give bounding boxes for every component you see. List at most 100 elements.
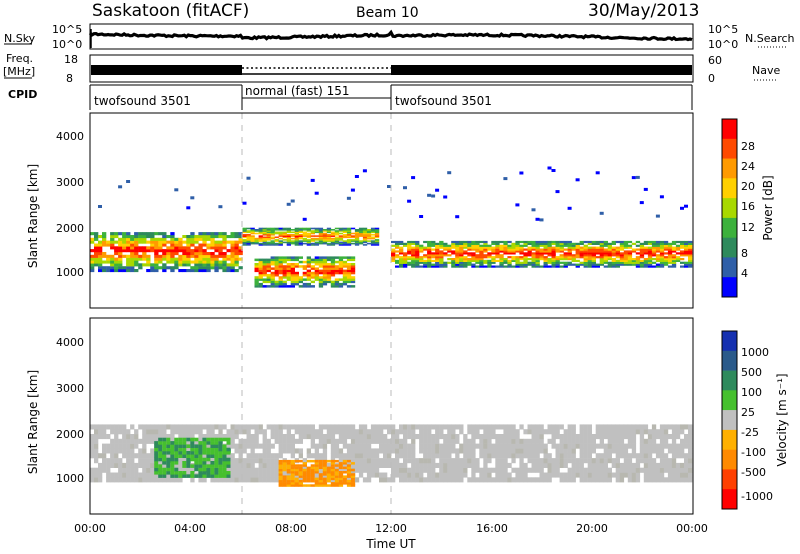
velocity-cell [507,453,512,459]
power-cell [182,252,187,256]
velocity-cell [174,424,179,430]
power-cell [607,258,612,261]
freq-frame [89,54,694,83]
power-cell [322,232,328,235]
velocity-cell [178,434,183,440]
power-cell [567,250,572,253]
power-cell [587,240,592,244]
power-cell [278,263,283,266]
velocity-cell [651,458,657,464]
power-cell [507,250,512,253]
velocity-cell [330,482,336,485]
velocity-cell [479,467,484,473]
power-cell [415,261,420,264]
velocity-cell [567,424,572,430]
power-cell [354,239,360,241]
velocity-cell [214,441,219,445]
velocity-cell [523,472,528,478]
velocity-cell [599,434,604,440]
velocity-cell [567,453,572,459]
power-cell [627,259,633,262]
power-cell [322,280,328,284]
power-cell [230,243,235,247]
power-cell [274,258,279,262]
power-cell [170,266,175,270]
velocity-cell [330,429,336,435]
velocity-cell [684,424,689,430]
velocity-cell [451,443,456,449]
power-cell [411,258,416,261]
power-cell [563,263,568,266]
velocity-cell [290,424,295,430]
velocity-cell [250,458,255,464]
velocity-cell [146,458,151,464]
power-colorbar-swatch [722,158,737,179]
velocity-cell [431,438,436,444]
velocity-echo-data [90,424,693,487]
power-cell [270,241,275,244]
velocity-cell [435,448,440,454]
power-cell [314,242,319,245]
power-cell [150,246,155,250]
velocity-cell [278,482,283,485]
velocity-cell [535,453,540,459]
power-cell [318,227,324,230]
velocity-cell [419,438,424,444]
power-cell [210,257,215,261]
velocity-cell [222,467,227,472]
power-cell [688,256,693,259]
power-cell [515,263,520,266]
power-cell [479,258,484,261]
velocity-cell [330,468,336,472]
velocity-cell [688,448,693,454]
power-cell [555,259,560,262]
cpid-label: CPID [8,88,37,101]
velocity-cell [411,462,416,468]
power-cell [671,256,677,259]
power-cell [286,271,291,275]
power-cell [322,229,328,231]
power-cell [395,240,400,244]
velocity-cell [583,472,588,478]
power-cell [583,259,588,262]
velocity-cell [655,443,661,449]
velocity-cell [455,462,460,468]
velocity-cell [455,458,460,464]
velocity-cell [262,467,267,473]
power-cell [443,254,448,257]
power-cell [471,263,476,266]
power-cell [547,166,552,170]
velocity-cell [210,424,215,430]
power-cell [684,204,688,208]
power-cell [234,269,239,273]
power-cell [547,250,552,253]
xtick-1600: 16:00 [476,522,508,535]
power-cell [290,241,295,244]
power-cell [471,259,476,262]
velocity-cell [210,471,215,475]
power-cell [539,240,544,244]
power-cell [202,269,207,273]
power-cell [603,265,608,268]
power-cell [647,258,653,261]
velocity-cell [358,438,364,444]
velocity-cell [443,438,448,444]
velocity-cell [270,467,275,473]
power-cell [314,260,319,264]
power-cell [266,239,271,241]
velocity-cell [350,473,356,476]
velocity-cell [495,424,500,430]
velocity-cell [535,443,540,449]
velocity-cell [102,429,107,435]
velocity-cell [266,453,271,459]
velocity-cell [330,464,336,467]
power-cell [671,263,677,266]
power-cell [342,240,348,242]
velocity-cell [266,443,271,449]
velocity-cell [334,448,340,454]
velocity-cell [210,434,215,440]
power-cell [274,271,279,275]
power-cell [407,244,412,247]
power-cell [194,237,199,241]
velocity-cell [266,424,271,430]
